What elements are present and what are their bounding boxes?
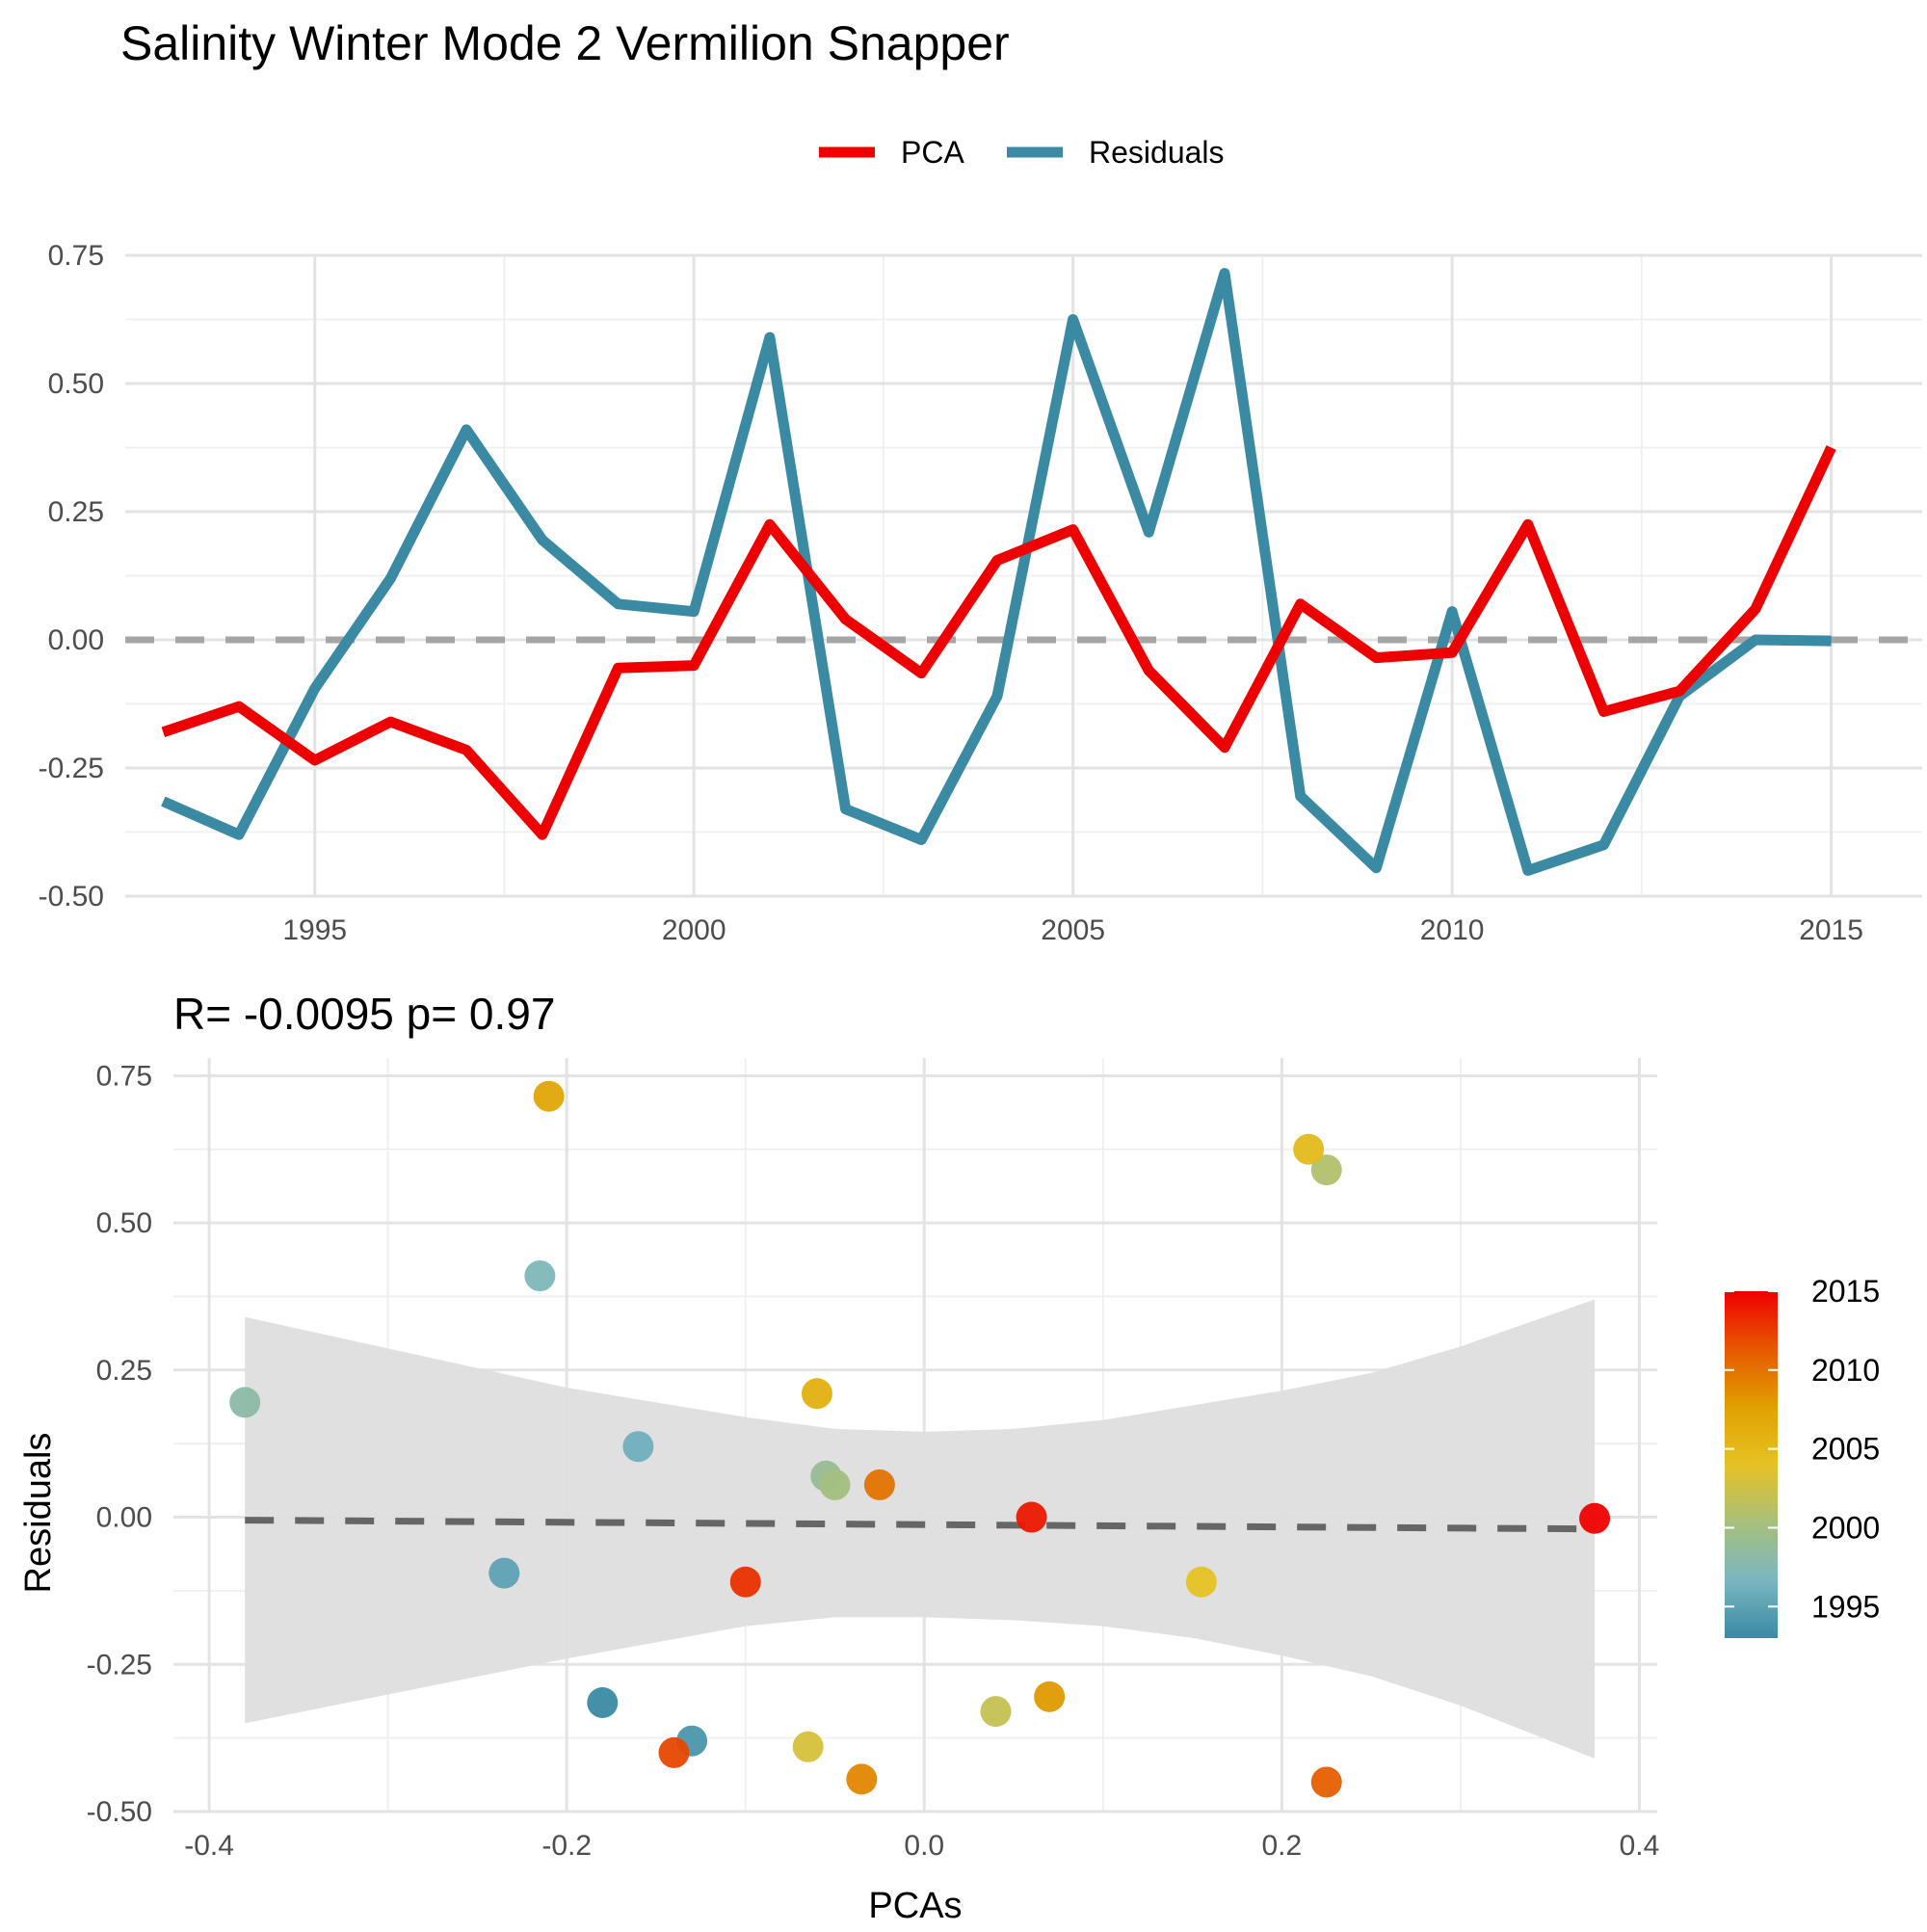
scatter-point [229, 1387, 261, 1418]
colorbar: 1995 2000 2005 2010 2015 [1725, 1274, 1880, 1638]
colorbar-tick-label: 2010 [1811, 1353, 1880, 1388]
x-tick-label: 1995 [282, 914, 347, 946]
y-tick-label: -0.50 [39, 881, 104, 913]
x-tick-label: 2015 [1799, 914, 1863, 946]
scatter-point [533, 1080, 565, 1112]
colorbar-tick-label: 2005 [1811, 1432, 1880, 1467]
y-tick-label: 0.25 [96, 1355, 152, 1387]
colorbar-tick-label: 2000 [1811, 1510, 1880, 1545]
x-tick-label: 2005 [1041, 914, 1105, 946]
scatter-point [658, 1736, 690, 1768]
legend-label-residuals: Residuals [1089, 135, 1225, 170]
x-tick-label: 0.0 [904, 1830, 944, 1862]
scatter-panel: R= -0.0095 p= 0.97 PCAs Residuals -0.4 -0… [18, 989, 1659, 1926]
scatter-point [729, 1566, 761, 1598]
x-axis-title: PCAs [868, 1886, 962, 1926]
scatter-point [863, 1469, 895, 1500]
y-tick-label: 0.75 [96, 1060, 152, 1092]
scatter-point [587, 1686, 619, 1718]
y-tick-label: 0.25 [48, 496, 104, 528]
regression-fit-line [245, 1517, 1596, 1533]
scatter-subtitle: R= -0.0095 p= 0.97 [173, 989, 555, 1039]
scatter-point [1310, 1154, 1342, 1186]
scatter-point [819, 1469, 851, 1500]
scatter-point [622, 1431, 654, 1463]
y-tick-label: -0.50 [87, 1796, 152, 1828]
x-tick-label: 0.2 [1262, 1830, 1303, 1862]
y-tick-label: 0.50 [48, 368, 104, 400]
y-axis-title: Residuals [18, 1433, 59, 1594]
scatter-point [488, 1557, 520, 1589]
time-series-panel: 1995 2000 2005 2010 2015 -0.50 -0.25 0.00 0.25 0.… [39, 240, 1922, 946]
scatter-point [1293, 1133, 1325, 1165]
y-tick-label: 0.00 [48, 624, 104, 656]
scatter-point [1185, 1566, 1217, 1598]
series-line-residuals [161, 268, 1832, 876]
figure-title: Salinity Winter Mode 2 Vermilion Snapper [120, 16, 1010, 70]
scatter-point [524, 1260, 556, 1292]
scatter-point [846, 1763, 878, 1795]
scatter-point [801, 1378, 832, 1410]
y-tick-label: 0.75 [48, 240, 104, 272]
y-tick-label: 0.50 [96, 1207, 152, 1239]
x-tick-label: -0.2 [541, 1830, 592, 1862]
scatter-point [1034, 1681, 1066, 1712]
x-tick-label: 2000 [662, 914, 726, 946]
legend: PCA Residuals [819, 135, 1225, 170]
x-tick-label: -0.4 [184, 1830, 234, 1862]
series-line-pca [161, 445, 1836, 840]
y-tick-label: 0.00 [96, 1502, 152, 1534]
x-tick-label: 0.4 [1620, 1830, 1660, 1862]
scatter-point [1579, 1502, 1611, 1534]
confidence-band [245, 1299, 1596, 1759]
x-tick-label: 2010 [1420, 914, 1485, 946]
y-tick-label: -0.25 [39, 753, 104, 784]
scatter-point [980, 1696, 1012, 1728]
scatter-point [792, 1731, 824, 1762]
y-tick-label: -0.25 [87, 1649, 152, 1681]
colorbar-tick-label: 1995 [1811, 1589, 1880, 1624]
colorbar-tick-label: 2015 [1811, 1274, 1880, 1309]
scatter-point [1310, 1766, 1342, 1798]
colorbar-gradient [1725, 1291, 1778, 1638]
scatter-point [1016, 1501, 1047, 1533]
legend-label-pca: PCA [901, 135, 964, 170]
